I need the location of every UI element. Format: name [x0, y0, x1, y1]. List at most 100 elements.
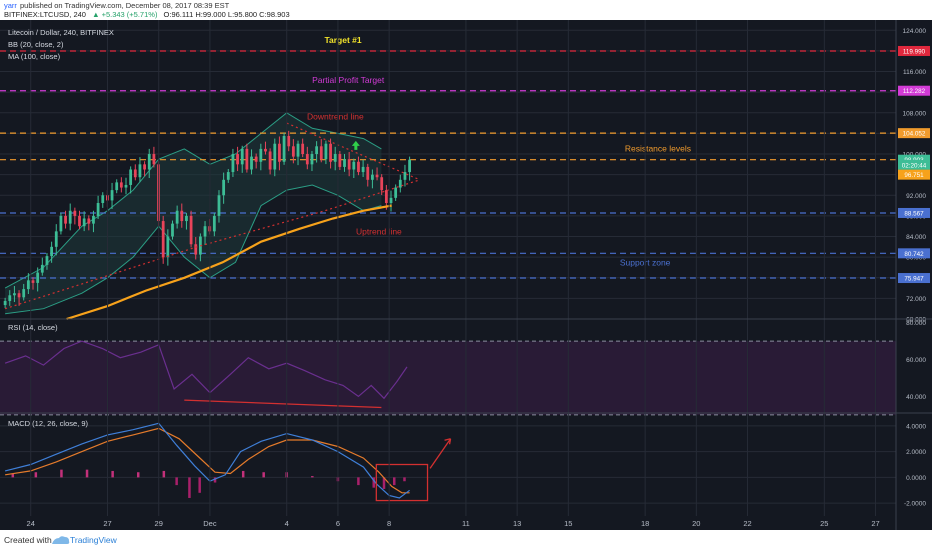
- candle-body[interactable]: [92, 215, 95, 224]
- candle-body[interactable]: [296, 143, 300, 157]
- candle-body[interactable]: [189, 215, 193, 245]
- candle-body[interactable]: [343, 159, 346, 167]
- candle-body[interactable]: [291, 146, 295, 157]
- candle-body[interactable]: [352, 161, 356, 170]
- candle-body[interactable]: [268, 151, 272, 170]
- moving-average-line[interactable]: [66, 204, 392, 321]
- ma-legend[interactable]: MA (100, close): [8, 52, 61, 61]
- candle-body[interactable]: [101, 195, 105, 204]
- candle-body[interactable]: [264, 148, 267, 152]
- candle-body[interactable]: [273, 143, 277, 170]
- candle-body[interactable]: [384, 190, 388, 204]
- time-axis[interactable]: 24 27 29 Dec 4 6 8 11 13 15 18 20 22 25 27: [27, 20, 880, 528]
- candle-body[interactable]: [240, 148, 244, 165]
- candle-body[interactable]: [171, 223, 174, 237]
- candle-body[interactable]: [82, 218, 86, 227]
- candle-body[interactable]: [26, 280, 30, 290]
- candle-body[interactable]: [324, 143, 328, 160]
- candle-body[interactable]: [36, 272, 40, 283]
- candle-body[interactable]: [13, 293, 16, 296]
- candle-body[interactable]: [45, 256, 49, 265]
- candle-body[interactable]: [361, 166, 365, 173]
- rsi-divergence-line[interactable]: [184, 399, 382, 409]
- candle-body[interactable]: [403, 172, 407, 180]
- candle-body[interactable]: [147, 154, 151, 170]
- candle-body[interactable]: [143, 164, 146, 170]
- candle-body[interactable]: [73, 210, 77, 216]
- candle-body[interactable]: [185, 215, 188, 222]
- candle-body[interactable]: [50, 246, 54, 257]
- macd-highlight-box[interactable]: [375, 463, 429, 502]
- candle-body[interactable]: [357, 161, 360, 173]
- candle-body[interactable]: [254, 156, 258, 162]
- candle-body[interactable]: [347, 159, 351, 170]
- candle-body[interactable]: [338, 154, 342, 167]
- rsi-pane[interactable]: 40.000 60.000 80.000: [0, 320, 926, 416]
- macd-legend[interactable]: MACD (12, 26, close, 9): [8, 419, 89, 428]
- candle-body[interactable]: [333, 154, 337, 162]
- candle-body[interactable]: [96, 203, 100, 216]
- candle-body[interactable]: [250, 156, 253, 170]
- downtrend-line[interactable]: [286, 122, 421, 181]
- candle-body[interactable]: [217, 195, 221, 216]
- candle-body[interactable]: [398, 179, 402, 188]
- candle-body[interactable]: [375, 174, 379, 178]
- candle-body[interactable]: [124, 184, 128, 188]
- candle-body[interactable]: [115, 182, 119, 191]
- candle-body[interactable]: [278, 143, 281, 162]
- candle-body[interactable]: [110, 190, 114, 201]
- candle-body[interactable]: [380, 177, 384, 191]
- candle-body[interactable]: [161, 221, 165, 258]
- uptrend-line[interactable]: [4, 179, 420, 310]
- candle-body[interactable]: [394, 187, 398, 198]
- candle-body[interactable]: [17, 293, 21, 298]
- candle-body[interactable]: [22, 289, 26, 298]
- candle-body[interactable]: [194, 244, 198, 255]
- candle-body[interactable]: [78, 215, 81, 227]
- candle-body[interactable]: [3, 300, 7, 306]
- candle-body[interactable]: [166, 236, 170, 258]
- candle-body[interactable]: [319, 146, 323, 160]
- candle-body[interactable]: [245, 148, 249, 170]
- candle-body[interactable]: [54, 231, 58, 247]
- candle-body[interactable]: [301, 143, 305, 155]
- candle-body[interactable]: [8, 295, 12, 301]
- candle-body[interactable]: [152, 154, 156, 165]
- candle-body[interactable]: [231, 154, 235, 173]
- candle-body[interactable]: [87, 218, 91, 224]
- candle-body[interactable]: [371, 174, 374, 180]
- bb-legend[interactable]: BB (20, close, 2): [8, 40, 64, 49]
- candle-body[interactable]: [329, 143, 332, 162]
- candle-body[interactable]: [222, 179, 226, 196]
- candle-body[interactable]: [389, 197, 393, 204]
- candle-body[interactable]: [212, 215, 216, 232]
- candle-body[interactable]: [68, 210, 72, 224]
- macd-line[interactable]: [4, 422, 410, 499]
- candle-body[interactable]: [287, 135, 291, 147]
- macd-pane[interactable]: -2.0000 0.0000 2.0000 4.0000: [0, 422, 926, 508]
- candle-body[interactable]: [59, 215, 63, 232]
- candle-body[interactable]: [226, 172, 230, 180]
- candle-body[interactable]: [236, 154, 239, 165]
- candle-body[interactable]: [133, 169, 137, 178]
- candle-body[interactable]: [315, 146, 319, 155]
- candle-body[interactable]: [259, 148, 263, 162]
- candle-body[interactable]: [175, 210, 179, 224]
- candle-body[interactable]: [64, 215, 67, 224]
- candle-body[interactable]: [138, 164, 142, 178]
- author-link[interactable]: yarr: [4, 1, 17, 10]
- rsi-legend[interactable]: RSI (14, close): [8, 323, 58, 332]
- candle-body[interactable]: [31, 280, 35, 283]
- macd-signal-line[interactable]: [5, 427, 410, 494]
- candle-body[interactable]: [366, 166, 370, 180]
- candle-body[interactable]: [305, 154, 309, 165]
- candle-body[interactable]: [119, 182, 123, 188]
- candle-body[interactable]: [129, 169, 133, 185]
- tradingview-brand[interactable]: TradingView: [70, 535, 118, 545]
- candle-body[interactable]: [408, 159, 411, 173]
- candle-body[interactable]: [180, 210, 184, 222]
- candle-body[interactable]: [203, 226, 207, 237]
- candle-body[interactable]: [310, 154, 314, 165]
- candle-body[interactable]: [40, 264, 44, 273]
- rsi-line[interactable]: [4, 340, 408, 400]
